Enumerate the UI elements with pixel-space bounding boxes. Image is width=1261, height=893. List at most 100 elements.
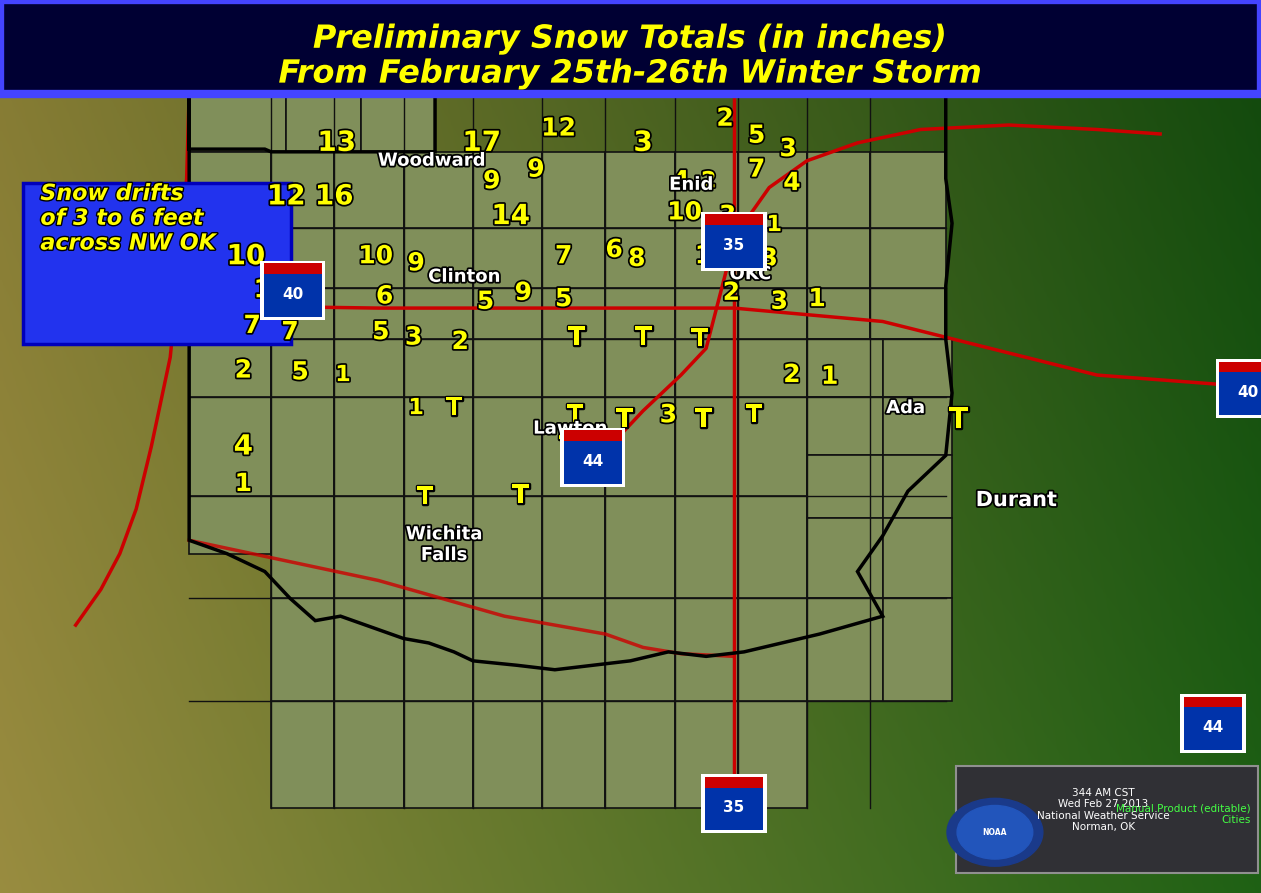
Bar [473, 288, 542, 339]
Bar [701, 212, 767, 271]
Text: 12: 12 [541, 117, 576, 140]
Bar [560, 428, 625, 487]
Bar [404, 228, 473, 288]
Text: From February 25th-26th Winter Storm: From February 25th-26th Winter Storm [279, 59, 982, 89]
Text: 2: 2 [783, 363, 801, 387]
Bar [334, 701, 404, 808]
Bar [271, 598, 334, 701]
Bar [271, 288, 334, 339]
Text: Preliminary Snow Totals (in inches): Preliminary Snow Totals (in inches) [313, 24, 948, 54]
Bar [807, 339, 883, 397]
Bar [271, 228, 334, 288]
Bar [1184, 697, 1242, 707]
Bar [264, 274, 322, 317]
Bar [334, 228, 404, 288]
Bar [738, 152, 807, 228]
Text: T: T [691, 328, 709, 351]
Text: 344 AM CST
Wed Feb 27 2013
National Weather Service
Norman, OK: 344 AM CST Wed Feb 27 2013 National Weat… [1037, 788, 1170, 832]
Text: 12: 12 [253, 279, 289, 302]
Bar [473, 701, 542, 808]
Bar [23, 183, 291, 344]
Bar [883, 518, 952, 598]
Text: 16: 16 [315, 182, 353, 211]
Bar [675, 152, 738, 228]
Text: NOAA: NOAA [982, 828, 1008, 837]
Text: OKC: OKC [729, 265, 772, 283]
Text: 2: 2 [723, 281, 740, 305]
Bar [271, 152, 334, 228]
Bar [271, 339, 334, 397]
Bar [675, 288, 738, 339]
Text: Enid: Enid [670, 176, 712, 194]
Bar [542, 598, 605, 701]
Text: 10: 10 [358, 245, 393, 268]
Text: 6: 6 [605, 238, 623, 262]
Text: 5: 5 [372, 321, 390, 344]
Bar [605, 339, 675, 397]
Text: T: T [634, 326, 652, 349]
Text: 4: 4 [783, 171, 801, 195]
Text: 9: 9 [527, 158, 545, 181]
Bar [564, 430, 622, 441]
Text: 10: 10 [667, 201, 702, 224]
Text: 35: 35 [724, 238, 744, 253]
Bar [264, 263, 322, 274]
Bar [883, 339, 952, 397]
Text: 9: 9 [514, 281, 532, 305]
Bar [807, 288, 870, 339]
Text: T: T [566, 404, 584, 427]
Text: 9: 9 [407, 252, 425, 275]
Bar [705, 788, 763, 830]
Text: 3: 3 [633, 129, 653, 157]
Bar [605, 701, 675, 808]
Bar [404, 496, 473, 598]
Text: 12: 12 [267, 182, 305, 211]
Bar [705, 225, 763, 268]
Bar [473, 397, 542, 496]
Text: 13: 13 [318, 129, 356, 157]
Text: 6: 6 [376, 285, 393, 308]
Text: Snow drifts
of 3 to 6 feet
across NW OK: Snow drifts of 3 to 6 feet across NW OK [40, 184, 216, 254]
Text: 3: 3 [729, 237, 747, 260]
Bar [542, 397, 605, 496]
Text: 8: 8 [628, 247, 646, 271]
Bar [1180, 694, 1246, 753]
Bar [605, 152, 675, 228]
Text: 3: 3 [405, 326, 422, 349]
Bar [0, 0, 1261, 94]
Bar [189, 288, 271, 339]
Text: 1: 1 [821, 365, 839, 388]
Text: 1: 1 [335, 365, 351, 385]
Text: T: T [695, 408, 712, 431]
Bar [271, 701, 334, 808]
Text: 5: 5 [291, 361, 309, 384]
Bar [286, 94, 361, 152]
Text: 4: 4 [672, 170, 690, 193]
Bar [0, 0, 1261, 94]
Text: 40: 40 [282, 287, 303, 302]
Bar [738, 598, 807, 701]
Bar [189, 397, 271, 496]
Text: 1: 1 [235, 472, 252, 496]
Bar [189, 496, 271, 554]
Text: T: T [416, 486, 434, 509]
Bar [705, 777, 763, 788]
Bar [542, 228, 605, 288]
Text: 5: 5 [748, 124, 765, 147]
Text: 2: 2 [451, 330, 469, 354]
Bar [675, 496, 738, 598]
Bar [956, 766, 1258, 873]
Text: 7: 7 [555, 245, 572, 268]
Bar [883, 397, 952, 455]
Bar [271, 397, 334, 496]
Bar [334, 152, 404, 228]
Bar [542, 152, 605, 228]
Bar [473, 152, 542, 228]
Text: 3: 3 [760, 247, 778, 271]
Bar [404, 152, 473, 228]
Bar [404, 598, 473, 701]
Bar [189, 228, 271, 288]
Text: 35: 35 [724, 800, 744, 815]
Text: 2: 2 [716, 107, 734, 130]
Bar [738, 496, 807, 598]
